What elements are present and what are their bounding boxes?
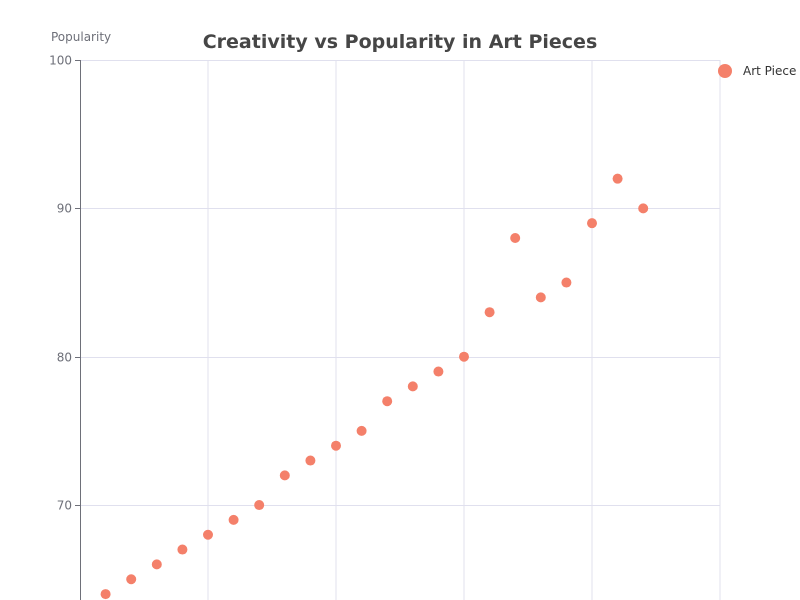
data-point [331, 440, 341, 451]
y-axis-label: Popularity [51, 30, 112, 44]
data-point [484, 307, 495, 318]
chart-title: Creativity vs Popularity in Art Pieces [202, 31, 598, 53]
data-point [459, 351, 469, 362]
grid-layer [80, 60, 721, 600]
data-point [407, 381, 418, 392]
axis-layer [75, 60, 81, 600]
y-tick-label: 70 [57, 499, 72, 513]
legend[interactable]: Art Piece [718, 63, 796, 79]
data-point [100, 589, 111, 600]
y-tick-label: 100 [49, 54, 72, 68]
data-point [254, 500, 265, 511]
y-tick-label: 80 [57, 351, 72, 365]
legend-label: Art Piece [743, 64, 797, 78]
data-point [612, 173, 623, 184]
legend-marker-icon [718, 64, 732, 78]
data-point [126, 574, 137, 585]
data-point [433, 366, 444, 377]
y-tick-label: 90 [57, 202, 72, 216]
data-point [279, 470, 290, 481]
data-point [305, 455, 316, 466]
tick-layer: 70 80 90 100 [49, 54, 72, 513]
data-point [356, 425, 367, 436]
data-point [535, 292, 546, 303]
data-point [177, 544, 188, 555]
data-point [228, 514, 239, 525]
data-point [561, 277, 572, 288]
data-point [510, 233, 521, 244]
data-point [382, 396, 393, 407]
data-point [203, 529, 213, 540]
point-layer [100, 173, 649, 600]
data-point [151, 559, 162, 570]
data-point [638, 203, 649, 214]
data-point [587, 218, 597, 229]
